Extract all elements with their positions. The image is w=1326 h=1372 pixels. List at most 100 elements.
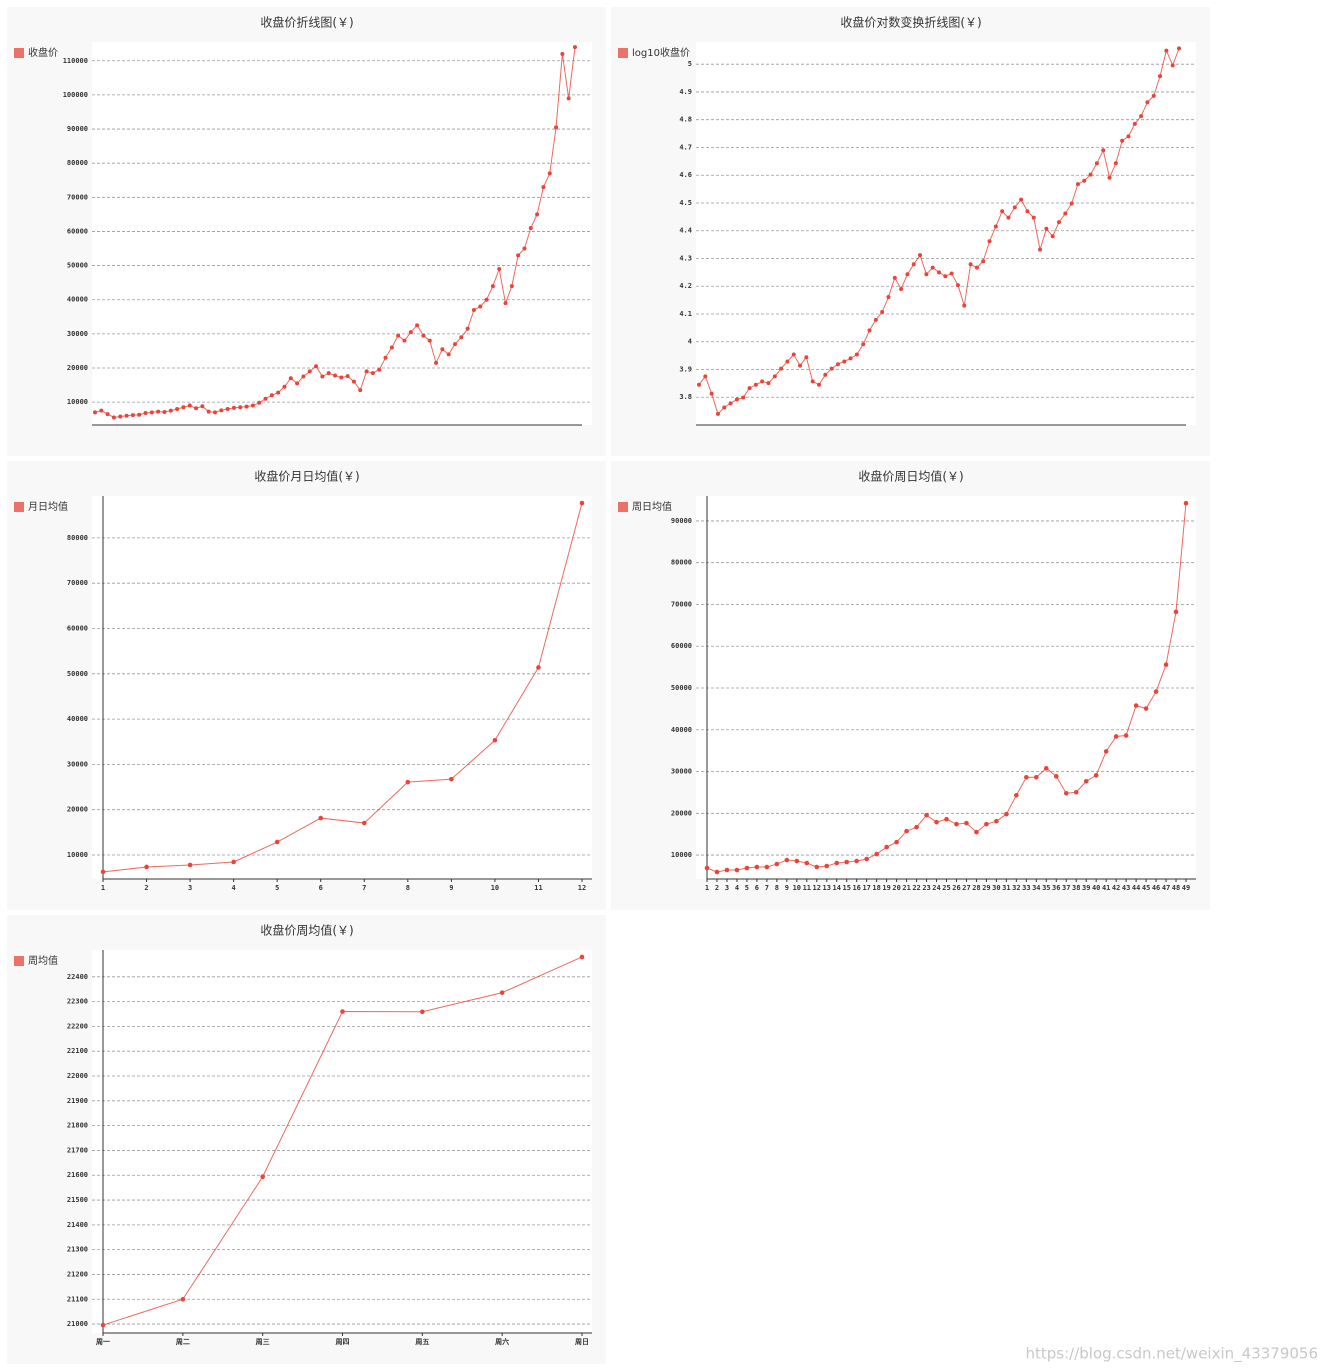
y-tick-label: 20000 (67, 364, 88, 372)
y-tick-label: 90000 (671, 517, 692, 525)
point (1094, 161, 1099, 166)
point (490, 284, 495, 289)
point (774, 861, 780, 867)
point (1170, 63, 1175, 68)
point (764, 864, 770, 870)
point (100, 1322, 106, 1328)
point (873, 317, 878, 322)
point (213, 410, 217, 415)
y-tick-label: 40000 (67, 296, 88, 304)
point (370, 371, 375, 376)
y-tick-label: 22000 (67, 1072, 88, 1080)
x-tick-label: 46 (1152, 884, 1160, 892)
point (162, 410, 167, 415)
point (724, 867, 730, 873)
y-tick-label: 21500 (67, 1196, 88, 1204)
y-tick-label: 20000 (671, 809, 692, 817)
point (1012, 205, 1017, 210)
x-tick-label: 37 (1062, 884, 1070, 892)
y-tick-label: 3.9 (679, 365, 692, 373)
y-tick-label: 10000 (671, 851, 692, 859)
point (263, 396, 268, 401)
point (333, 373, 337, 378)
point (231, 405, 236, 410)
point (844, 859, 850, 865)
x-tick-label: 13 (823, 884, 831, 892)
point (944, 816, 949, 822)
point (814, 864, 820, 870)
point (351, 379, 356, 384)
y-tick-label: 3.8 (679, 393, 692, 401)
y-tick-label: 100000 (63, 91, 88, 99)
point (269, 393, 274, 398)
y-tick-label: 4.9 (679, 88, 692, 96)
point (434, 360, 439, 365)
chart-title: 收盘价月日均值(￥) (254, 469, 359, 484)
x-tick-label: 43 (1122, 884, 1130, 892)
point (766, 381, 771, 386)
point (1083, 779, 1089, 784)
point (884, 844, 889, 850)
point (389, 345, 394, 350)
point (1069, 201, 1074, 206)
x-tick-label: 16 (852, 884, 860, 892)
point (288, 376, 293, 381)
x-tick-label: 21 (902, 884, 910, 892)
point (930, 265, 935, 270)
y-tick-label: 40000 (67, 715, 88, 723)
x-tick-label: 1 (101, 884, 105, 892)
y-tick-label: 22100 (67, 1047, 88, 1055)
point (715, 411, 720, 416)
point (187, 862, 193, 868)
point (785, 359, 790, 364)
y-tick-label: 4.2 (679, 282, 692, 290)
point (904, 828, 909, 834)
point (465, 326, 470, 331)
point (955, 283, 960, 288)
x-tick-label: 30 (992, 884, 1000, 892)
point (440, 347, 445, 352)
y-tick-label: 70000 (67, 579, 88, 587)
x-tick-label: 33 (1022, 884, 1030, 892)
point (1139, 114, 1144, 119)
point (566, 96, 571, 101)
point (1004, 811, 1009, 817)
x-tick-label: 15 (842, 884, 850, 892)
point (149, 410, 154, 415)
point (340, 1009, 345, 1014)
y-tick-label: 21700 (67, 1146, 88, 1154)
watermark: https://blog.csdn.net/weixin_43379056 (1025, 1345, 1318, 1364)
point (918, 253, 923, 258)
point (274, 839, 280, 845)
x-tick-label: 7 (765, 884, 769, 892)
point (924, 272, 929, 277)
x-tick-label: 32 (1012, 884, 1020, 892)
point (522, 246, 527, 251)
x-tick-label: 2 (144, 884, 148, 892)
y-tick-label: 4.5 (679, 199, 692, 207)
point (528, 226, 533, 231)
point (1173, 609, 1179, 615)
x-tick-label: 26 (952, 884, 960, 892)
legend-swatch (618, 48, 628, 58)
point (1113, 161, 1118, 166)
point (383, 355, 388, 360)
x-tick-label: 3 (725, 884, 729, 892)
point (492, 737, 498, 743)
point (1063, 211, 1068, 216)
y-tick-label: 21300 (67, 1246, 88, 1254)
point (282, 384, 287, 389)
point (144, 864, 149, 870)
point (734, 867, 740, 873)
x-tick-label: 39 (1082, 884, 1090, 892)
point (1143, 706, 1149, 711)
point (137, 412, 142, 417)
point (784, 857, 790, 863)
x-tick-label: 27 (962, 884, 970, 892)
point (314, 364, 319, 369)
point (554, 125, 559, 130)
x-tick-label: 17 (862, 884, 870, 892)
point (1126, 134, 1131, 139)
point (181, 405, 186, 410)
